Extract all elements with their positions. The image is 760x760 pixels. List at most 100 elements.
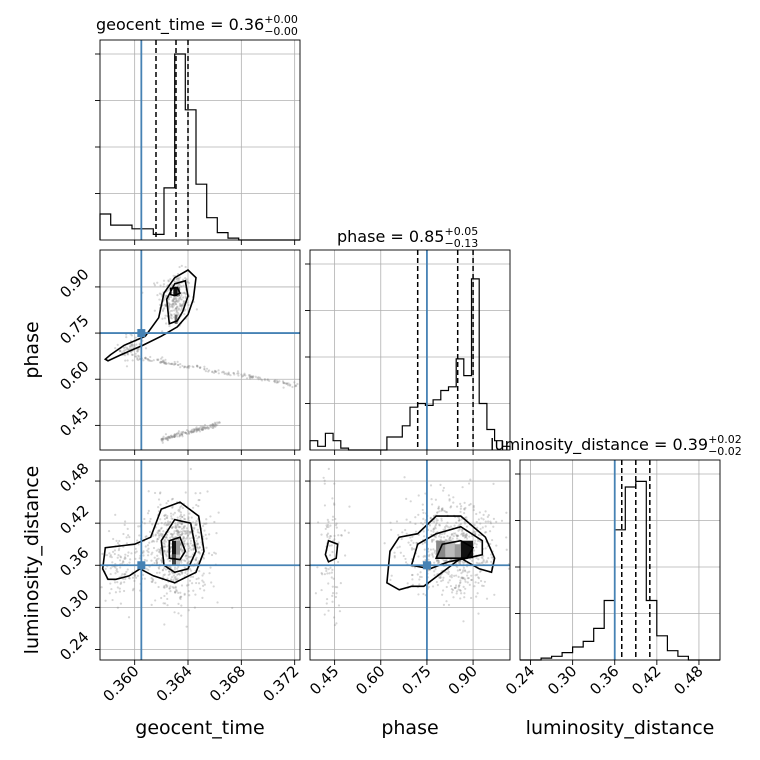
sample-point xyxy=(185,529,188,533)
sample-point xyxy=(180,558,183,561)
sample-point xyxy=(233,373,236,376)
sample-point xyxy=(451,537,454,540)
sample-point xyxy=(144,356,147,359)
sample-point xyxy=(184,292,188,296)
sample-point xyxy=(159,532,162,535)
sample-point xyxy=(168,523,171,526)
sample-point xyxy=(266,378,269,381)
sample-point xyxy=(179,525,182,529)
sample-point xyxy=(473,542,476,545)
sample-point xyxy=(334,517,337,521)
sample-point xyxy=(159,360,163,363)
sample-point xyxy=(438,524,442,527)
sample-point xyxy=(130,353,134,356)
sample-point xyxy=(446,535,449,538)
sample-point xyxy=(189,531,192,534)
sample-point xyxy=(203,367,206,370)
sample-point xyxy=(179,362,182,366)
sample-point xyxy=(403,476,406,479)
sample-point xyxy=(166,437,169,440)
sample-point xyxy=(162,285,165,288)
sample-point xyxy=(171,362,174,365)
sample-point xyxy=(156,554,159,557)
sample-point xyxy=(144,347,148,350)
sample-point xyxy=(448,579,451,582)
sample-point xyxy=(177,612,180,615)
sample-point xyxy=(152,282,156,285)
sample-point xyxy=(198,552,202,555)
sample-point xyxy=(418,583,421,586)
sample-point xyxy=(449,536,452,539)
sample-point xyxy=(215,532,218,535)
sample-point xyxy=(333,482,336,485)
sample-point xyxy=(127,551,130,554)
sample-point xyxy=(133,345,136,348)
sample-point xyxy=(214,423,217,426)
sample-point xyxy=(177,572,180,576)
sample-point xyxy=(389,521,392,524)
sample-point xyxy=(169,316,172,319)
sample-point xyxy=(185,554,188,557)
sample-point xyxy=(167,298,170,301)
sample-point xyxy=(173,566,177,569)
sample-point xyxy=(215,424,219,427)
sample-point xyxy=(163,543,166,546)
sample-point xyxy=(277,381,280,384)
sample-point xyxy=(195,430,198,433)
sample-point xyxy=(134,547,137,550)
sample-point xyxy=(422,592,425,596)
sample-point xyxy=(164,513,167,516)
sample-point xyxy=(427,555,431,558)
sample-point xyxy=(213,369,217,372)
sample-point xyxy=(477,562,480,565)
sample-point xyxy=(109,582,112,585)
sample-point xyxy=(162,437,165,440)
sample-point xyxy=(505,536,508,539)
sample-point xyxy=(442,536,446,539)
sample-point xyxy=(170,535,174,538)
sample-point xyxy=(440,517,443,520)
sample-point xyxy=(214,424,218,427)
sample-point xyxy=(164,362,168,365)
sample-point xyxy=(165,523,169,526)
sample-point xyxy=(436,559,439,562)
truth-marker xyxy=(422,561,431,570)
sample-point xyxy=(435,559,439,563)
sample-point xyxy=(481,557,484,560)
sample-point xyxy=(168,436,171,439)
title-upper-error: +0.02 xyxy=(708,433,742,446)
sample-point xyxy=(153,491,157,495)
sample-point xyxy=(150,603,153,606)
sample-point xyxy=(156,522,160,525)
sample-point xyxy=(174,307,177,310)
sample-point xyxy=(158,298,161,301)
sample-point xyxy=(209,423,212,427)
sample-point xyxy=(176,567,179,570)
sample-point xyxy=(340,534,343,537)
histogram-luminosity_distance xyxy=(520,480,720,661)
y-tick-label-phase: 0.45 xyxy=(56,404,92,440)
sample-point xyxy=(171,525,175,529)
sample-point xyxy=(485,597,489,600)
sample-point xyxy=(328,544,331,547)
sample-point xyxy=(179,309,182,312)
sample-point xyxy=(333,503,336,506)
sample-point xyxy=(176,360,179,363)
sample-point xyxy=(227,372,230,375)
sample-point xyxy=(192,547,195,550)
sample-point xyxy=(187,517,190,520)
title-main: luminosity_distance = 0.39 xyxy=(490,435,708,455)
sample-point xyxy=(438,576,441,579)
sample-point xyxy=(181,530,184,533)
sample-point xyxy=(192,428,195,431)
sample-point xyxy=(152,579,155,582)
sample-point xyxy=(399,551,402,554)
sample-point xyxy=(125,333,128,336)
sample-point xyxy=(158,292,162,295)
sample-point xyxy=(482,554,485,558)
sample-point xyxy=(158,571,161,574)
sample-point xyxy=(417,513,420,516)
sample-point xyxy=(217,369,220,372)
sample-point xyxy=(205,518,208,521)
sample-point xyxy=(136,574,140,577)
